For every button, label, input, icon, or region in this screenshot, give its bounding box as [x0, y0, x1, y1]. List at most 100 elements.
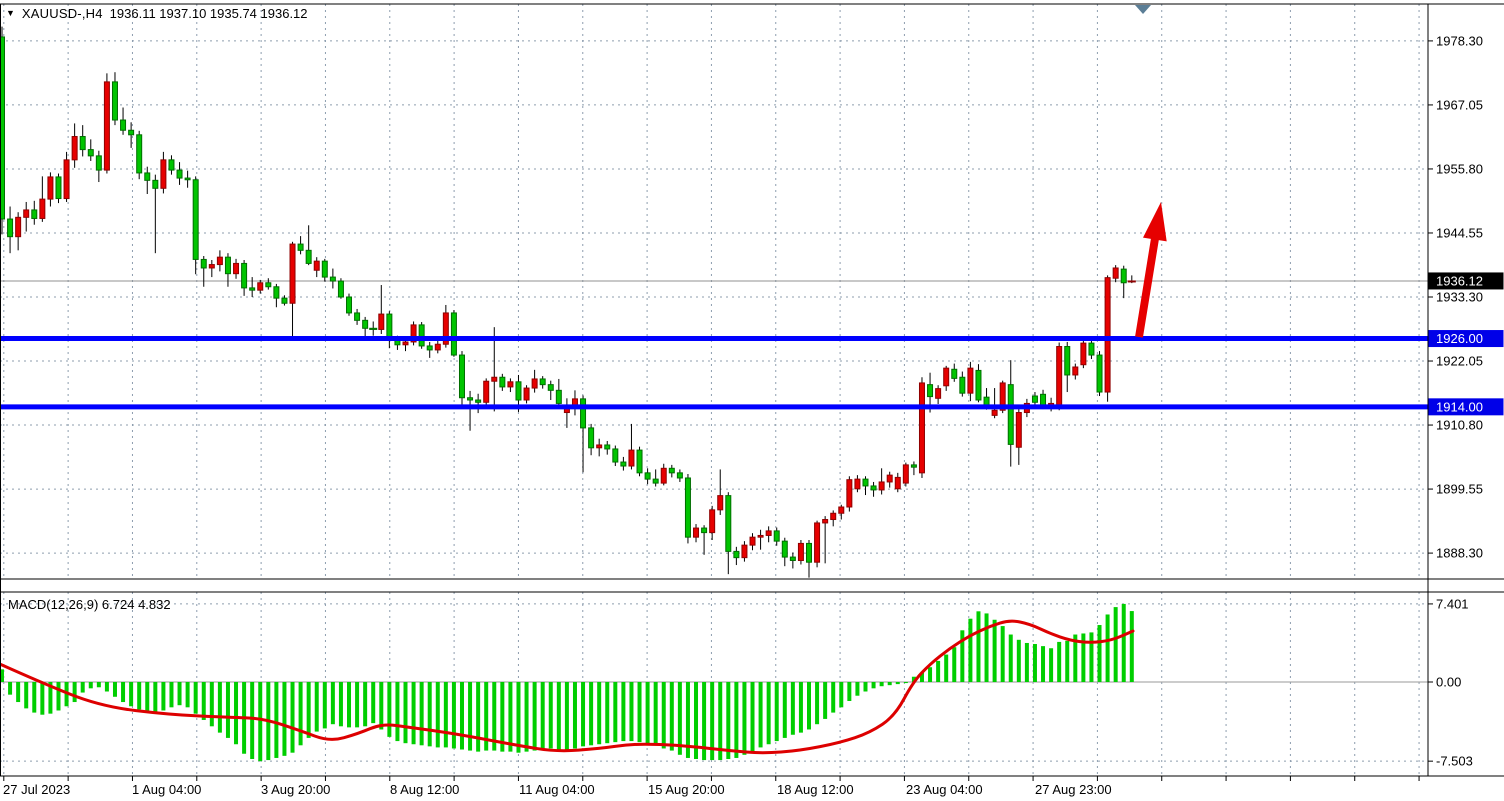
candle-bearish [111, 81, 118, 121]
candle-bearish [636, 449, 643, 474]
macd-bar [839, 682, 844, 708]
candle-bearish [773, 530, 780, 542]
candle-bullish [660, 467, 667, 484]
candle-bullish [709, 509, 716, 534]
candle-bullish [442, 312, 449, 345]
macd-bar [992, 619, 997, 682]
macd-bar [80, 682, 85, 693]
candle-bearish [499, 376, 506, 388]
price-tick-label: 1978.30 [1436, 33, 1483, 48]
macd-bar [1032, 644, 1037, 682]
candle-bearish [329, 276, 336, 282]
candle-bearish [426, 345, 433, 351]
macd-bar [1089, 632, 1094, 682]
candle-bearish [136, 134, 143, 174]
macd-tick-label: -7.503 [1436, 754, 1473, 769]
macd-bar [193, 682, 198, 714]
time-tick-label: 27 Aug 23:00 [1035, 782, 1112, 797]
macd-bar [395, 682, 400, 742]
candle-bearish [555, 389, 562, 404]
candle-bearish [273, 286, 280, 299]
macd-bar [516, 682, 521, 753]
time-tick-label: 23 Aug 04:00 [906, 782, 983, 797]
macd-bar [677, 682, 682, 755]
time-tick-label: 1 Aug 04:00 [132, 782, 201, 797]
macd-bar [379, 682, 384, 730]
candle-bullish [749, 536, 756, 546]
candle-bearish [362, 319, 369, 329]
candle-bearish [281, 297, 288, 304]
candle-bullish [434, 343, 441, 351]
macd-bar [492, 682, 497, 751]
macd-bar [1065, 640, 1070, 682]
macd-bar [88, 682, 93, 689]
candle-bullish [935, 388, 942, 399]
trend-up-arrow[interactable] [1135, 202, 1167, 338]
macd-bar [758, 682, 763, 748]
candle-bullish [47, 176, 54, 200]
candle-bearish [539, 378, 546, 386]
time-tick-label: 18 Aug 12:00 [777, 782, 854, 797]
macd-bar [411, 682, 416, 745]
candle-bearish [547, 384, 554, 391]
macd-bar [347, 682, 352, 728]
macd-bar [451, 682, 456, 749]
symbol-dropdown-icon[interactable]: ▼ [6, 8, 15, 18]
macd-bar [112, 682, 117, 697]
macd-bar [742, 682, 747, 755]
time-tick-label: 11 Aug 04:00 [519, 782, 595, 797]
macd-bar [718, 682, 723, 761]
macd-bar [919, 672, 924, 682]
macd-tick-label: 0.00 [1436, 675, 1461, 690]
macd-bar [1008, 634, 1013, 682]
candle-bullish [216, 256, 223, 266]
macd-signal-line [0, 619, 1135, 755]
macd-bar [540, 682, 545, 750]
macd-bar [903, 682, 908, 684]
candle-bearish [120, 119, 127, 131]
candle-bearish [87, 149, 94, 157]
macd-bar [847, 682, 852, 701]
level-price-box [1428, 330, 1504, 348]
candle-bearish [725, 495, 732, 552]
price-tick-label: 1944.55 [1436, 225, 1483, 240]
macd-bar [371, 682, 376, 724]
macd-bar [863, 682, 868, 692]
macd-bar [968, 618, 973, 682]
candle-bullish [830, 512, 837, 521]
candle-bullish [410, 324, 417, 343]
macd-bar [508, 682, 513, 752]
candle-bullish [257, 282, 264, 291]
candle-bearish [184, 177, 191, 181]
candle-bearish [1064, 346, 1071, 376]
candle-bullish [1015, 412, 1022, 448]
macd-bar [0, 669, 4, 682]
candle-bullish [822, 519, 829, 524]
macd-bar [104, 682, 109, 692]
candle-bearish [789, 556, 796, 561]
candle-bullish [491, 376, 498, 382]
macd-bar [225, 682, 230, 738]
candle-bullish [1072, 366, 1079, 376]
macd-bar [1097, 625, 1102, 682]
candle-bearish [475, 399, 482, 403]
macd-bar [1049, 648, 1054, 682]
macd-bar [1105, 614, 1110, 682]
candles [0, 26, 1136, 578]
candle-bearish [927, 384, 934, 398]
candle-bearish [870, 485, 877, 491]
macd-bar [250, 682, 255, 760]
macd-bar [314, 682, 319, 732]
macd-bar [669, 682, 674, 751]
candle-bearish [95, 155, 102, 171]
macd-bar [564, 682, 569, 751]
macd-bar [468, 682, 473, 751]
price-axis: 1978.30 1967.05 1955.80 1944.55 1933.30 1922.… [1428, 33, 1504, 769]
candle-bullish [233, 262, 240, 275]
macd-bar [145, 682, 150, 712]
macd-bar [1121, 603, 1126, 682]
candle-bullish [741, 544, 748, 559]
macd-bar [32, 682, 37, 713]
